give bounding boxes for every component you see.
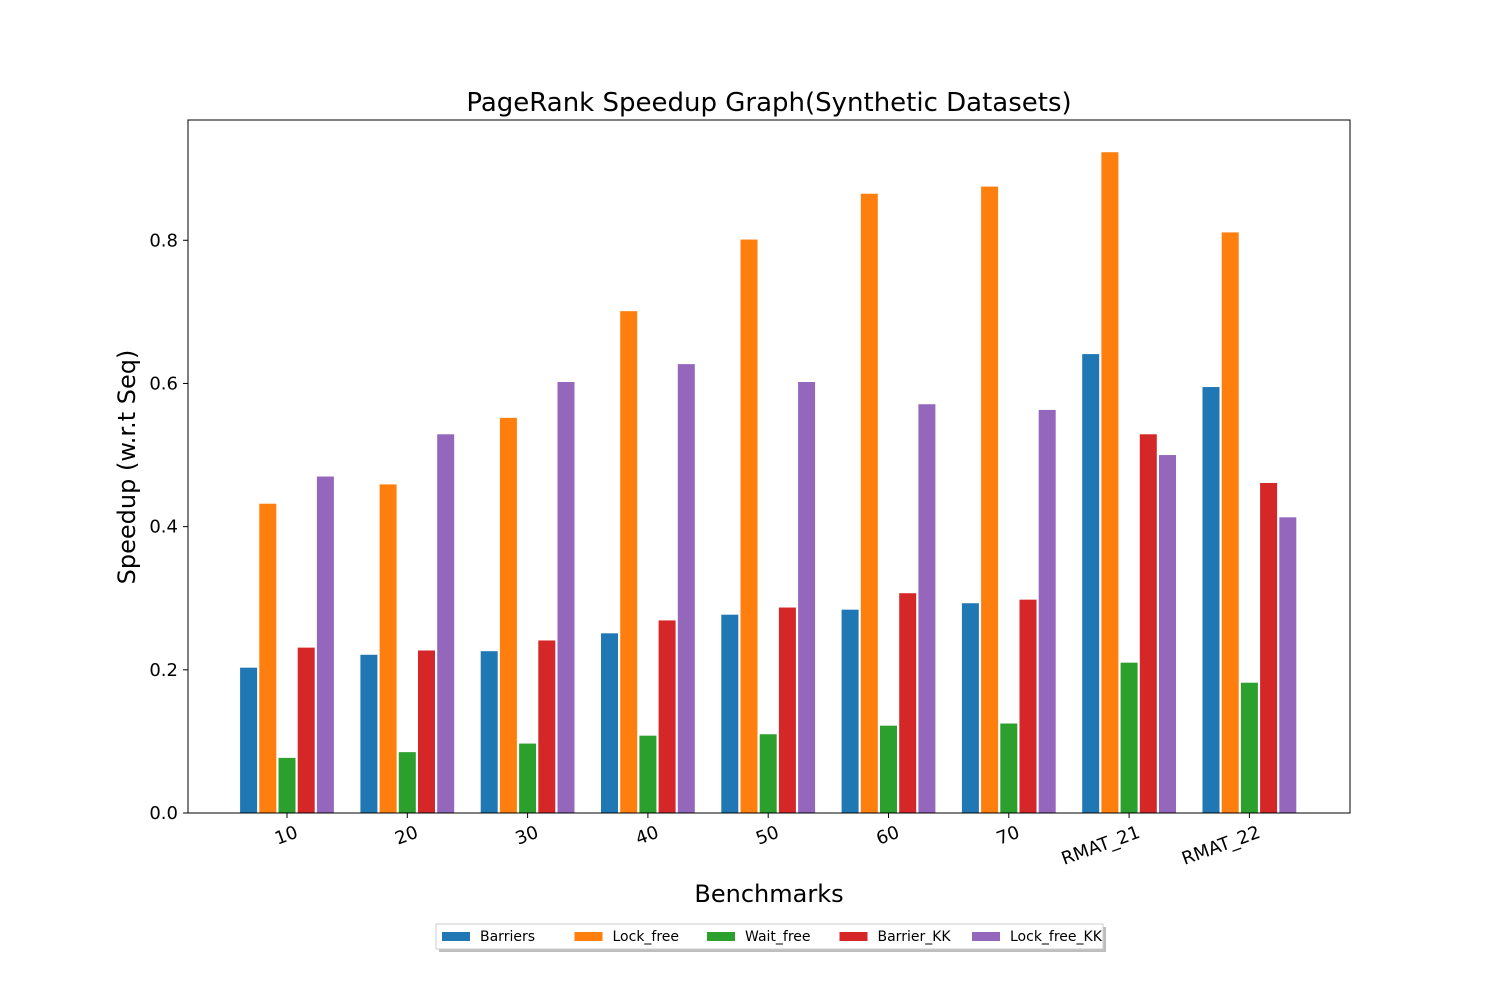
bar-lock-free-kk-rmat-22: [1279, 517, 1297, 813]
bar-barrier-kk-60: [899, 593, 917, 813]
bar-lock-free-70: [981, 186, 999, 813]
legend-label-barriers: Barriers: [480, 929, 535, 945]
bar-lock-free-kk-60: [918, 404, 936, 813]
legend-swatch-lock-free: [574, 932, 603, 941]
bar-barrier-kk-rmat-21: [1139, 434, 1157, 813]
legend-swatch-barrier-kk: [839, 932, 868, 941]
bars-group: [240, 152, 1297, 814]
chart-title: PageRank Speedup Graph(Synthetic Dataset…: [466, 88, 1071, 118]
bar-barrier-kk-20: [418, 650, 435, 813]
bar-wait-free-60: [880, 725, 897, 813]
bar-barriers-20: [360, 654, 378, 813]
bar-barrier-kk-40: [658, 620, 676, 813]
bar-barriers-30: [480, 651, 498, 813]
bar-lock-free-kk-50: [798, 382, 816, 813]
legend-swatch-barriers: [442, 932, 470, 941]
x-tick-label: 20: [392, 822, 421, 850]
bar-barriers-10: [240, 667, 258, 813]
x-tick-label: RMAT_21: [1059, 822, 1143, 870]
bar-barrier-kk-30: [538, 640, 556, 813]
bar-lock-free-kk-70: [1038, 409, 1056, 813]
bar-lock-free-30: [499, 417, 517, 813]
bar-lock-free-10: [259, 503, 277, 813]
bar-wait-free-20: [398, 752, 416, 813]
bar-barriers-rmat-21: [1082, 354, 1100, 813]
bar-barrier-kk-70: [1019, 599, 1037, 813]
bar-wait-free-50: [759, 734, 777, 813]
bar-lock-free-40: [620, 311, 638, 813]
bar-barrier-kk-10: [297, 647, 315, 814]
legend-label-lock-free: Lock_free: [613, 929, 680, 945]
bar-wait-free-10: [278, 757, 296, 814]
legend-label-barrier-kk: Barrier_KK: [878, 929, 952, 945]
plot-frame: [187, 119, 1351, 814]
y-axis: 0.0 0.2 0.4 0.6 0.8: [149, 230, 188, 824]
y-tick-label: 0.2: [149, 660, 178, 681]
x-tick-label: 10: [272, 822, 301, 850]
x-tick-label: RMAT_22: [1179, 822, 1263, 870]
bar-lock-free-60: [860, 193, 878, 814]
bar-wait-free-70: [1000, 723, 1018, 813]
bar-lock-free-kk-rmat-21: [1159, 455, 1176, 813]
legend-swatch-wait-free: [707, 932, 735, 941]
bar-lock-free-kk-20: [437, 434, 455, 813]
bar-wait-free-40: [639, 735, 657, 813]
bar-barriers-rmat-22: [1202, 387, 1220, 813]
legend: Barriers Lock_free Wait_free Barrier_KK Lock…: [435, 923, 1106, 952]
y-tick-label: 0.6: [149, 373, 178, 394]
y-tick-label: 0.4: [149, 517, 178, 538]
x-tick-label: 30: [513, 822, 542, 850]
bar-wait-free-30: [519, 743, 537, 813]
bar-wait-free-rmat-21: [1120, 662, 1138, 813]
x-tick-label: 40: [633, 822, 662, 850]
bar-lock-free-kk-30: [557, 382, 575, 813]
x-tick-label: 70: [994, 822, 1023, 850]
bar-lock-free-rmat-22: [1221, 232, 1239, 813]
legend-label-lock-free-kk: Lock_free_KK: [1010, 929, 1103, 945]
x-tick-label: 60: [874, 822, 903, 850]
bar-lock-free-kk-10: [316, 476, 334, 813]
bar-lock-free-20: [379, 484, 397, 813]
x-axis-label: Benchmarks: [694, 880, 843, 908]
y-tick-label: 0.8: [149, 230, 178, 251]
bar-lock-free-rmat-21: [1101, 152, 1119, 814]
bar-barrier-kk-rmat-22: [1260, 482, 1278, 813]
x-axis: 10 20 30 40 50 60 70 RMAT_21 RMAT_22: [272, 813, 1263, 870]
legend-swatch-lock-free-kk: [972, 932, 1000, 941]
bar-wait-free-rmat-22: [1240, 682, 1258, 813]
bar-lock-free-kk-40: [677, 364, 695, 814]
y-tick-label: 0.0: [149, 803, 178, 824]
bar-lock-free-50: [740, 239, 758, 813]
bar-barriers-40: [601, 633, 618, 813]
bar-barriers-70: [961, 603, 979, 813]
legend-label-wait-free: Wait_free: [745, 929, 811, 945]
bar-barrier-kk-50: [778, 607, 796, 813]
bar-barriers-60: [841, 609, 859, 813]
y-axis-label: Speedup (w.r.t Seq): [113, 350, 141, 585]
bar-barriers-50: [721, 614, 739, 813]
x-tick-label: 50: [753, 822, 782, 850]
